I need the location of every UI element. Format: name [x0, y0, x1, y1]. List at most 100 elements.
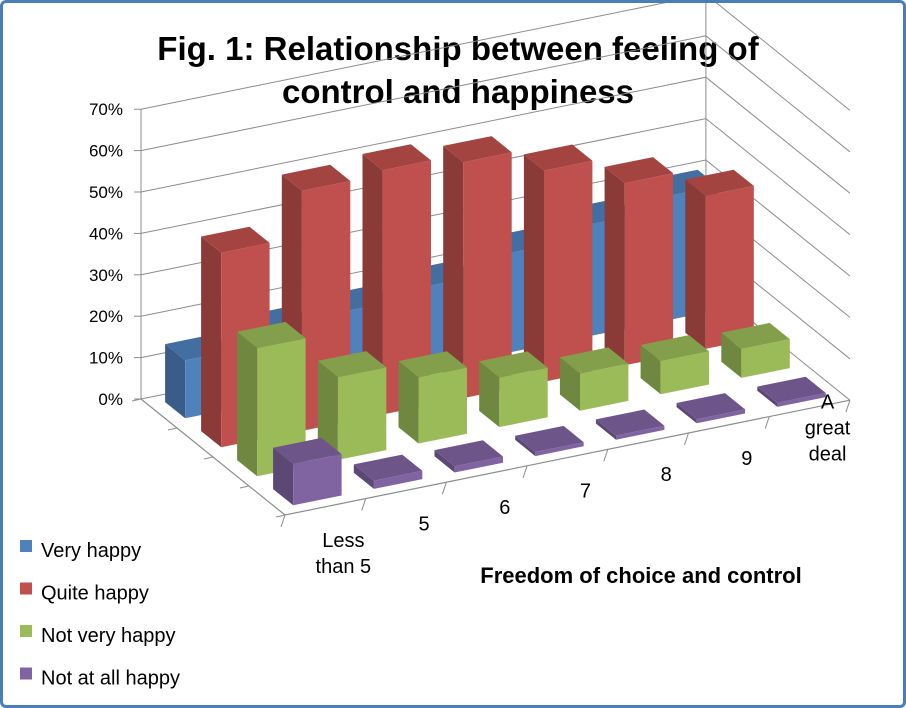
x-tick-label: great	[805, 417, 851, 439]
x-tick	[361, 498, 367, 511]
depth-tick	[203, 456, 214, 460]
bar-not-very-happy	[479, 351, 548, 428]
bar-top	[676, 393, 746, 420]
bar-side	[676, 403, 697, 424]
bar-not-very-happy	[721, 322, 790, 378]
bar-top	[273, 437, 342, 464]
bar-top	[515, 425, 584, 452]
bar-side	[515, 435, 536, 457]
bar-top	[685, 169, 754, 196]
bar-front	[777, 393, 826, 407]
y-tick-label: 30%	[89, 266, 123, 285]
legend-label: Quite happy	[41, 583, 149, 605]
bar-side	[604, 166, 625, 366]
bar-side	[479, 361, 500, 428]
x-tick-label: 8	[661, 464, 672, 486]
bar-top	[201, 226, 270, 253]
x-tick	[684, 432, 689, 446]
legend-swatch	[20, 667, 32, 680]
bar-side	[165, 344, 186, 419]
y-tick-label: 70%	[89, 100, 123, 119]
x-tick-label: 5	[418, 513, 429, 535]
bar-top	[443, 136, 512, 163]
x-tick-label: 6	[499, 497, 510, 519]
bar-top	[398, 351, 467, 378]
bar-not-at-all-happy	[273, 437, 342, 506]
bar-front	[382, 160, 431, 415]
bar-top	[595, 409, 665, 436]
bar-not-at-all-happy	[434, 440, 503, 473]
legend-label: Not at all happy	[41, 668, 180, 690]
bar-front	[705, 185, 754, 349]
bar-top	[640, 335, 710, 362]
bar-front	[535, 442, 584, 457]
bar-front	[624, 173, 674, 366]
x-tick	[845, 400, 851, 413]
bar-side	[317, 360, 338, 460]
x-tick	[522, 465, 528, 478]
bar-front	[696, 409, 746, 424]
bar-not-very-happy	[317, 351, 387, 460]
y-tick-label: 0%	[98, 390, 123, 409]
bar-front	[293, 454, 342, 506]
bar-not-at-all-happy	[515, 425, 584, 457]
legend-swatch	[20, 582, 32, 595]
bar-not-very-happy	[237, 321, 306, 477]
bar-side	[523, 154, 544, 382]
legend-label: Very happy	[41, 540, 141, 562]
bar-front	[463, 152, 512, 399]
chart-svg: Fig. 1: Relationship between feeling of c…	[20, 3, 851, 690]
bar-quite-happy	[523, 144, 593, 382]
bar-top	[559, 347, 629, 374]
y-tick-label: 10%	[89, 349, 123, 368]
bar-top	[757, 376, 826, 403]
bar-side	[559, 357, 580, 411]
bar-top	[479, 351, 548, 378]
bar-top	[317, 351, 387, 378]
gridline	[140, 3, 851, 111]
bar-top	[434, 440, 503, 467]
bar-front	[454, 456, 503, 473]
y-tick-label: 40%	[89, 224, 123, 243]
bar-side	[640, 345, 661, 395]
x-tick-label: A	[821, 391, 835, 413]
bar-top	[721, 322, 790, 349]
bar-top	[237, 321, 306, 348]
bar-side	[434, 450, 455, 473]
bar-quite-happy	[443, 136, 512, 399]
depth-tick	[131, 398, 142, 402]
bar-not-at-all-happy	[353, 454, 423, 489]
bar-front	[616, 425, 665, 440]
bar-side	[443, 145, 464, 399]
y-tick-label: 60%	[89, 142, 123, 161]
bar-top	[281, 164, 351, 191]
x-axis-title: Freedom of choice and control	[480, 563, 801, 588]
bar-top	[362, 144, 431, 171]
x-tick-label: 9	[741, 448, 752, 470]
bar-front	[741, 339, 790, 378]
x-tick	[764, 416, 770, 429]
bar-top	[604, 157, 674, 184]
x-tick-label: deal	[809, 443, 847, 465]
bar-side	[685, 179, 706, 349]
bar-not-at-all-happy	[676, 393, 746, 424]
y-tick-label: 50%	[89, 183, 123, 202]
bar-side	[595, 419, 616, 440]
chart-title: Fig. 1: Relationship between feeling of	[157, 30, 759, 67]
x-tick-label: 7	[580, 481, 591, 503]
bar-not-very-happy	[559, 347, 629, 411]
y-tick-label: 20%	[89, 307, 123, 326]
bar-side	[721, 332, 742, 378]
bar-side	[237, 331, 258, 477]
depth-tick	[275, 514, 286, 518]
chart-title: control and happiness	[282, 73, 634, 110]
bar-not-at-all-happy	[595, 409, 665, 440]
bar-quite-happy	[685, 169, 754, 349]
bar-not-very-happy	[398, 351, 467, 444]
bar-front	[544, 160, 593, 382]
depth-tick	[239, 485, 250, 489]
bar-side	[757, 386, 778, 407]
x-tick	[603, 449, 609, 462]
legend-swatch	[20, 625, 32, 637]
depth-tick	[167, 427, 178, 431]
